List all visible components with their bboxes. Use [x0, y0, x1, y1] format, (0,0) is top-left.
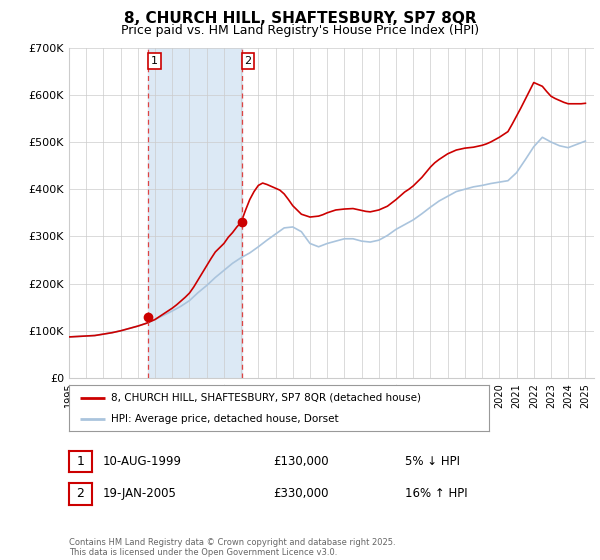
Text: Contains HM Land Registry data © Crown copyright and database right 2025.
This d: Contains HM Land Registry data © Crown c… [69, 538, 395, 557]
Text: 5% ↓ HPI: 5% ↓ HPI [405, 455, 460, 468]
Text: £330,000: £330,000 [273, 487, 329, 501]
Text: 1: 1 [76, 455, 85, 468]
Text: HPI: Average price, detached house, Dorset: HPI: Average price, detached house, Dors… [111, 414, 338, 424]
Text: 8, CHURCH HILL, SHAFTESBURY, SP7 8QR: 8, CHURCH HILL, SHAFTESBURY, SP7 8QR [124, 11, 476, 26]
Text: 1: 1 [151, 56, 158, 66]
Text: 2: 2 [245, 56, 251, 66]
Text: 10-AUG-1999: 10-AUG-1999 [103, 455, 182, 468]
Bar [148, 48, 242, 378]
Text: 16% ↑ HPI: 16% ↑ HPI [405, 487, 467, 501]
Text: Price paid vs. HM Land Registry's House Price Index (HPI): Price paid vs. HM Land Registry's House … [121, 24, 479, 36]
Text: 19-JAN-2005: 19-JAN-2005 [103, 487, 176, 501]
Text: 2: 2 [76, 487, 85, 501]
Text: 8, CHURCH HILL, SHAFTESBURY, SP7 8QR (detached house): 8, CHURCH HILL, SHAFTESBURY, SP7 8QR (de… [111, 393, 421, 403]
Text: £130,000: £130,000 [273, 455, 329, 468]
